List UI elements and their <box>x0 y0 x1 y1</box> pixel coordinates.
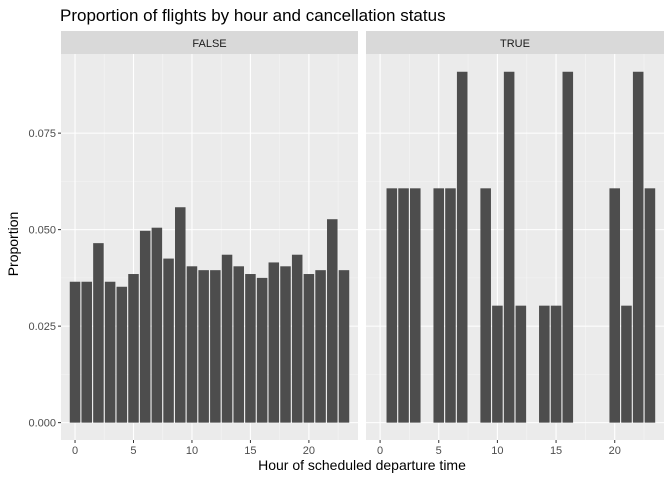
y-tick-label: 0.075 <box>28 128 56 140</box>
bar <box>515 305 527 423</box>
bar <box>621 305 632 423</box>
facet-strip-label: FALSE <box>192 38 226 50</box>
bar <box>644 188 656 423</box>
bar <box>268 262 280 423</box>
bar <box>139 230 151 423</box>
facet-panels: FALSE 0 5 10 15 20 TRUE 0 5 10 15 20 <box>61 31 664 457</box>
bar <box>104 281 116 423</box>
x-tick-label: 20 <box>609 445 621 457</box>
bar <box>480 188 491 423</box>
bar <box>93 243 104 423</box>
bar <box>433 188 445 423</box>
bar <box>198 270 209 423</box>
facet-strip <box>61 31 358 54</box>
bar <box>69 281 81 423</box>
bar <box>81 281 92 423</box>
x-tick-label: 10 <box>186 445 198 457</box>
bar <box>280 266 291 423</box>
y-tick-label: 0.025 <box>28 321 56 333</box>
bar <box>609 188 621 423</box>
bar <box>445 188 456 423</box>
bar <box>151 227 163 423</box>
bar <box>116 286 128 423</box>
y-axis: 0.000 0.025 0.050 0.075 <box>28 128 61 430</box>
facet-strip <box>366 31 664 54</box>
bar <box>386 188 398 423</box>
bar <box>550 305 562 423</box>
y-tick-label: 0.050 <box>28 225 56 237</box>
x-tick-label: 15 <box>244 445 256 457</box>
bar <box>539 305 550 423</box>
y-tick-label: 0.000 <box>28 418 56 430</box>
x-axis-title: Hour of scheduled departure time <box>258 457 466 473</box>
bar <box>210 270 221 423</box>
bar <box>503 71 515 423</box>
y-axis-title: Proportion <box>5 212 21 277</box>
bar <box>327 219 338 423</box>
bar <box>492 305 503 423</box>
bar <box>175 207 186 423</box>
x-tick-label: 0 <box>72 445 78 457</box>
bar <box>456 71 468 423</box>
bar <box>256 277 268 423</box>
bar <box>163 258 174 423</box>
bar <box>338 270 350 423</box>
panel-true: TRUE 0 5 10 15 20 <box>366 31 664 457</box>
x-tick-label: 15 <box>550 445 562 457</box>
panel-false: FALSE 0 5 10 15 20 <box>61 31 358 457</box>
bar <box>409 188 421 423</box>
bar <box>186 266 198 423</box>
bar <box>303 274 315 423</box>
bar <box>233 266 244 423</box>
bar <box>128 274 139 423</box>
bar <box>245 274 256 423</box>
bar <box>315 270 326 423</box>
x-tick-label: 5 <box>436 445 442 457</box>
x-tick-label: 10 <box>491 445 503 457</box>
chart-title: Proportion of flights by hour and cancel… <box>60 6 446 25</box>
bar <box>632 71 644 423</box>
facet-strip-label: TRUE <box>500 38 530 50</box>
x-tick-label: 0 <box>377 445 383 457</box>
bar <box>291 254 303 423</box>
bar <box>221 254 233 423</box>
bar <box>398 188 409 423</box>
bar <box>562 71 574 423</box>
x-tick-label: 5 <box>130 445 136 457</box>
x-tick-label: 20 <box>303 445 315 457</box>
